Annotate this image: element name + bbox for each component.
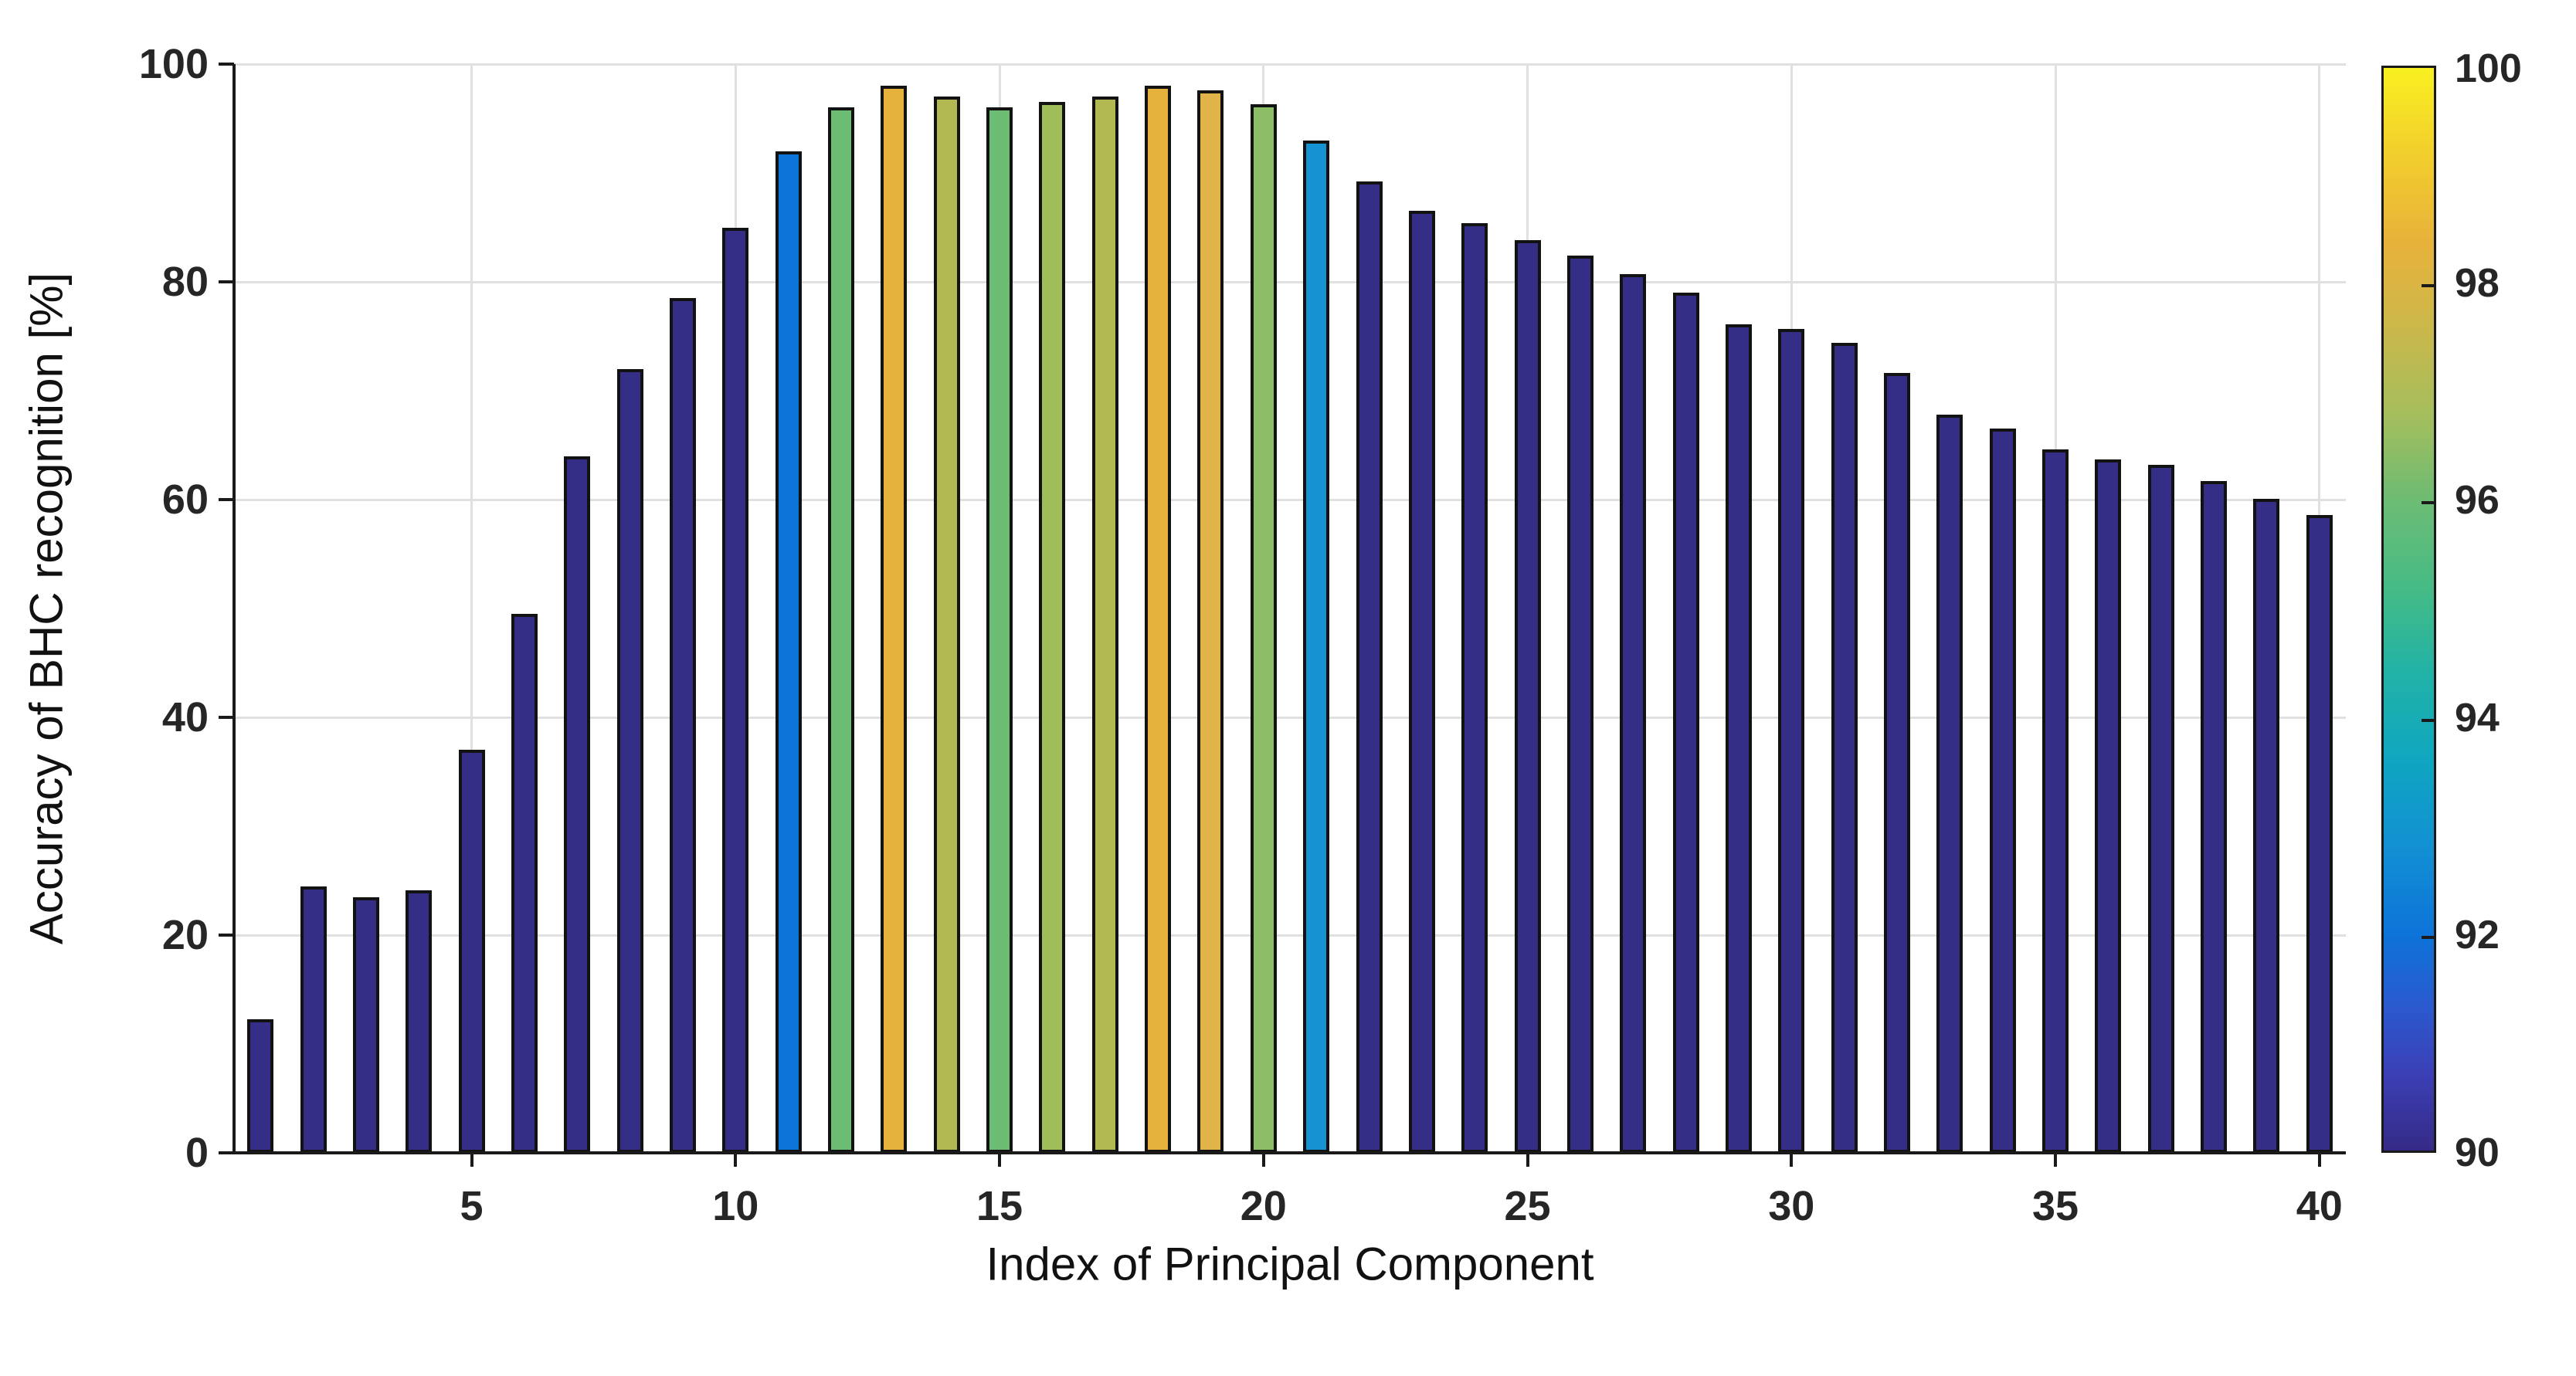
x-tick-label-10: 10 bbox=[712, 1183, 759, 1229]
x-tick-label-20: 20 bbox=[1240, 1183, 1287, 1229]
bar-34 bbox=[1989, 429, 2016, 1153]
bar-30 bbox=[1778, 328, 1805, 1153]
bar-12 bbox=[828, 107, 855, 1153]
bar-17 bbox=[1091, 97, 1118, 1153]
bar-21 bbox=[1303, 140, 1330, 1153]
bar-1 bbox=[247, 1018, 274, 1153]
y-tick-40 bbox=[219, 716, 234, 719]
bar-15 bbox=[986, 107, 1013, 1153]
colorbar-tick-label-100: 100 bbox=[2455, 46, 2522, 91]
bar-13 bbox=[881, 86, 908, 1153]
bar-32 bbox=[1884, 373, 1911, 1153]
bar-22 bbox=[1356, 181, 1383, 1153]
bar-16 bbox=[1039, 102, 1066, 1153]
y-tick-100 bbox=[219, 63, 234, 66]
x-tick-label-35: 35 bbox=[2032, 1183, 2079, 1229]
colorbar-tick-label-98: 98 bbox=[2455, 260, 2500, 306]
bar-3 bbox=[352, 896, 379, 1153]
x-tick-label-15: 15 bbox=[976, 1183, 1023, 1229]
y-tick-80 bbox=[219, 280, 234, 283]
colorbar-tick-label-96: 96 bbox=[2455, 478, 2500, 524]
y-tick-label-20: 20 bbox=[161, 912, 209, 958]
y-tick-label-0: 0 bbox=[185, 1130, 209, 1176]
y-tick-0 bbox=[219, 1151, 234, 1154]
plot-area bbox=[232, 63, 2346, 1154]
bar-33 bbox=[1936, 415, 1963, 1153]
x-tick-label-40: 40 bbox=[2296, 1183, 2343, 1229]
colorbar-tick-96 bbox=[2422, 501, 2434, 505]
gridline-y-60 bbox=[234, 498, 2346, 501]
x-tick-20 bbox=[1261, 1154, 1265, 1167]
bar-40 bbox=[2306, 514, 2333, 1153]
y-tick-label-80: 80 bbox=[161, 259, 209, 305]
colorbar-tick-label-90: 90 bbox=[2455, 1130, 2500, 1175]
x-tick-label-30: 30 bbox=[1768, 1183, 1815, 1229]
bar-20 bbox=[1250, 104, 1277, 1153]
bar-9 bbox=[669, 298, 696, 1153]
gridline-y-40 bbox=[234, 716, 2346, 719]
x-tick-15 bbox=[998, 1154, 1002, 1167]
bar-11 bbox=[775, 151, 802, 1153]
gridline-x-5 bbox=[470, 64, 473, 1153]
bar-18 bbox=[1145, 86, 1172, 1153]
colorbar bbox=[2381, 66, 2436, 1153]
x-axis-spine bbox=[232, 1151, 2346, 1154]
bar-29 bbox=[1725, 324, 1752, 1153]
colorbar-tick-92 bbox=[2422, 936, 2434, 940]
gridline-y-80 bbox=[234, 280, 2346, 283]
bar-23 bbox=[1408, 211, 1435, 1153]
colorbar-tick-94 bbox=[2422, 718, 2434, 722]
bar-4 bbox=[406, 890, 433, 1153]
bar-19 bbox=[1197, 90, 1224, 1153]
x-tick-35 bbox=[2054, 1154, 2058, 1167]
bar-31 bbox=[1831, 342, 1858, 1153]
colorbar-tick-98 bbox=[2422, 283, 2434, 287]
gridline-y-100 bbox=[234, 63, 2346, 66]
y-tick-20 bbox=[219, 934, 234, 937]
bar-8 bbox=[616, 368, 643, 1153]
x-tick-10 bbox=[734, 1154, 738, 1167]
bar-7 bbox=[564, 456, 591, 1153]
x-tick-label-5: 5 bbox=[460, 1183, 484, 1229]
x-axis-label: Index of Principal Component bbox=[986, 1238, 1594, 1290]
bar-25 bbox=[1514, 240, 1541, 1153]
gridline-y-20 bbox=[234, 934, 2346, 937]
x-tick-30 bbox=[1790, 1154, 1794, 1167]
bar-35 bbox=[2042, 449, 2069, 1153]
bar-28 bbox=[1672, 293, 1699, 1153]
colorbar-tick-label-94: 94 bbox=[2455, 695, 2500, 741]
y-tick-60 bbox=[219, 498, 234, 501]
y-tick-label-40: 40 bbox=[161, 694, 209, 741]
bar-10 bbox=[722, 227, 749, 1153]
y-axis-spine bbox=[232, 64, 236, 1153]
bar-2 bbox=[300, 886, 327, 1153]
bar-39 bbox=[2253, 498, 2280, 1153]
y-tick-label-60: 60 bbox=[161, 476, 209, 523]
x-tick-40 bbox=[2317, 1154, 2321, 1167]
bar-14 bbox=[933, 97, 960, 1153]
bar-6 bbox=[511, 614, 538, 1153]
bar-38 bbox=[2201, 481, 2228, 1153]
bar-37 bbox=[2147, 464, 2174, 1153]
x-tick-label-25: 25 bbox=[1504, 1183, 1551, 1229]
bar-24 bbox=[1461, 222, 1488, 1153]
bar-36 bbox=[2095, 459, 2122, 1153]
y-axis-label: Accuracy of BHC recognition [%] bbox=[20, 272, 73, 945]
colorbar-tick-label-92: 92 bbox=[2455, 913, 2500, 958]
y-tick-label-100: 100 bbox=[138, 41, 209, 87]
bar-27 bbox=[1620, 274, 1647, 1153]
bar-5 bbox=[458, 750, 485, 1153]
x-tick-5 bbox=[470, 1154, 473, 1167]
x-tick-25 bbox=[1526, 1154, 1529, 1167]
bar-26 bbox=[1566, 256, 1593, 1153]
